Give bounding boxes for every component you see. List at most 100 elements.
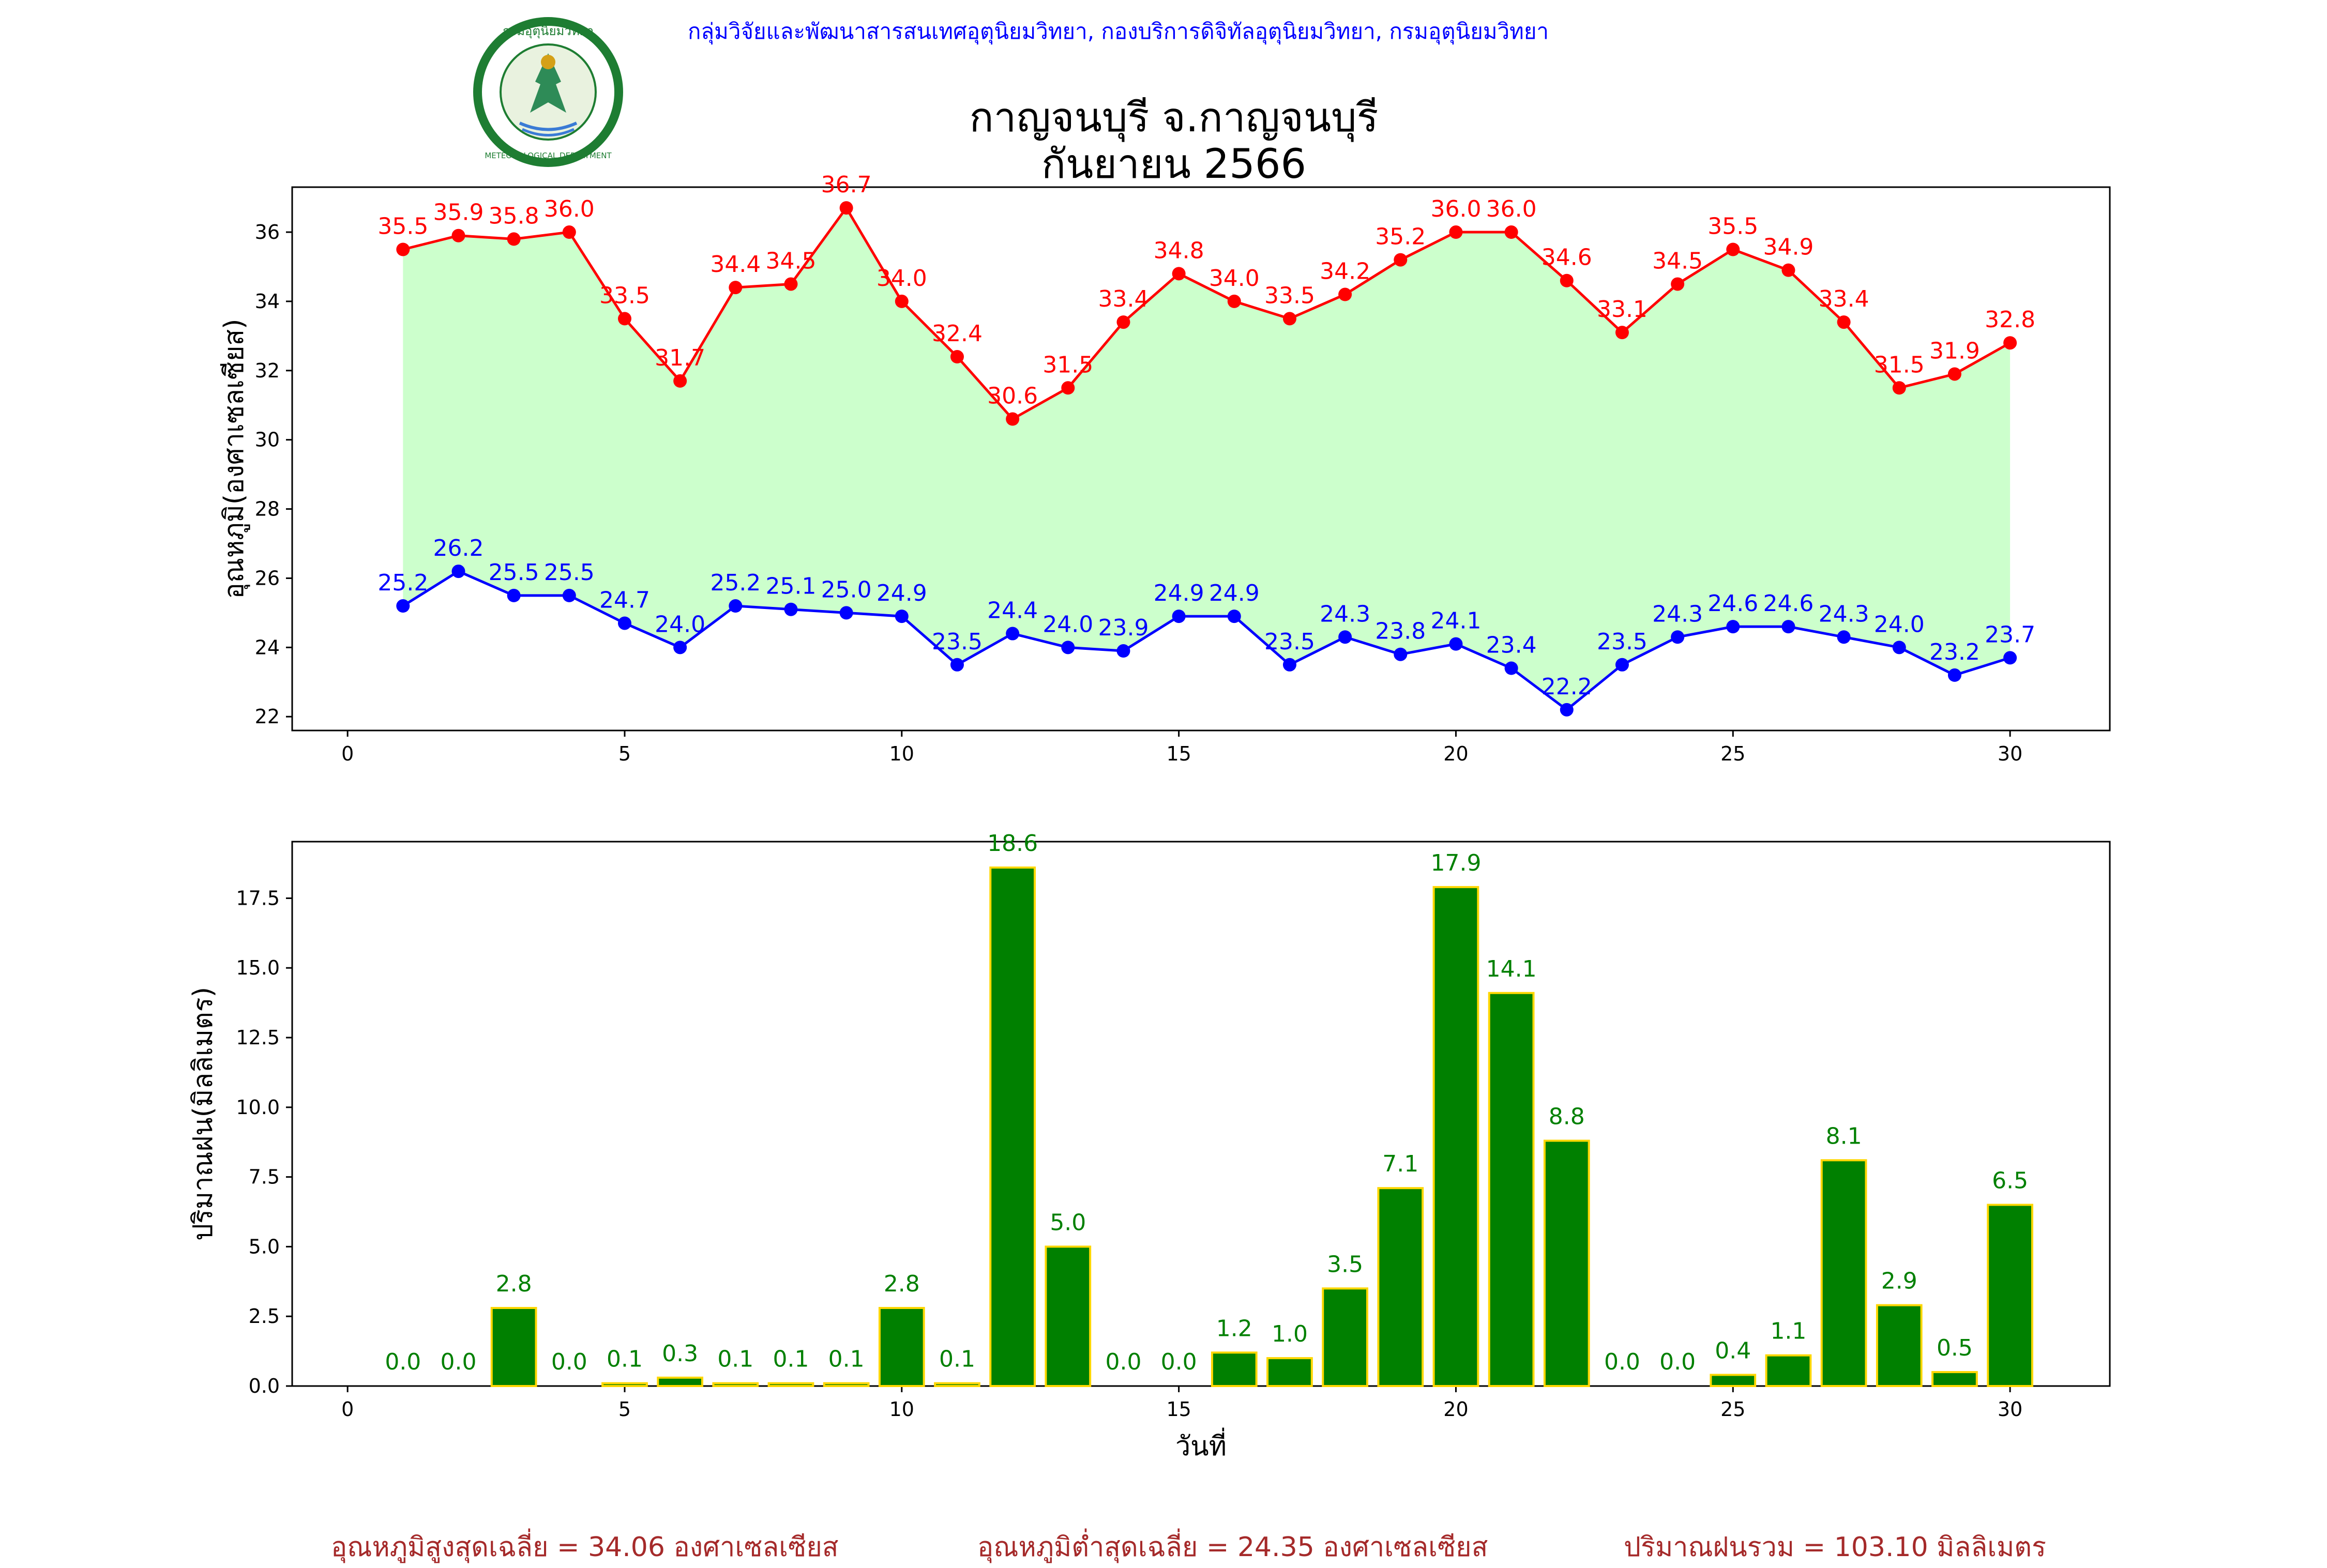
logo-text-bottom: METEOROLOGICAL DEPARTMENT bbox=[485, 151, 612, 160]
data-point-max bbox=[1504, 225, 1518, 239]
data-label-max: 34.0 bbox=[877, 265, 927, 292]
data-point-min bbox=[1116, 644, 1130, 658]
data-label-max: 32.8 bbox=[1985, 307, 2035, 333]
data-label-min: 24.0 bbox=[1874, 611, 1925, 637]
y-tick-label: 12.5 bbox=[236, 1026, 280, 1049]
data-label-max: 34.5 bbox=[765, 248, 816, 274]
rain-bar-label: 0.0 bbox=[1105, 1349, 1141, 1375]
data-point-min bbox=[1671, 630, 1685, 644]
rain-bar-label: 0.1 bbox=[607, 1346, 643, 1373]
rain-bar bbox=[1432, 886, 1479, 1387]
rain-bar-label: 0.1 bbox=[828, 1346, 865, 1373]
data-label-min: 24.3 bbox=[1652, 601, 1703, 627]
data-label-min: 25.2 bbox=[377, 570, 428, 596]
data-label-min: 23.9 bbox=[1098, 615, 1149, 641]
footer-avg-max: อุณหภูมิสูงสุดเฉลี่ย = 34.06 องศาเซลเซีย… bbox=[331, 1532, 839, 1563]
rain-bar bbox=[1488, 992, 1535, 1387]
y-tick-label: 5.0 bbox=[249, 1235, 280, 1258]
data-label-max: 34.6 bbox=[1542, 245, 1592, 271]
data-label-max: 34.0 bbox=[1209, 265, 1260, 292]
rain-bar bbox=[823, 1382, 870, 1388]
rain-bar-label: 17.9 bbox=[1430, 850, 1481, 876]
header-organization: กลุ่มวิจัยและพัฒนาสารสนเทศอุตุนิยมวิทยา,… bbox=[688, 19, 1549, 44]
data-point-min bbox=[1781, 620, 1795, 634]
rain-bar-label: 0.1 bbox=[939, 1346, 975, 1373]
data-label-max: 31.5 bbox=[1874, 352, 1925, 378]
rain-bar-label: 5.0 bbox=[1050, 1209, 1086, 1236]
data-point-min bbox=[617, 616, 631, 630]
plot-frame bbox=[291, 186, 2111, 732]
data-point-max bbox=[1394, 253, 1408, 267]
y-tick-label: 7.5 bbox=[249, 1166, 280, 1189]
rain-bar-label: 1.2 bbox=[1216, 1315, 1252, 1342]
x-tick-label: 20 bbox=[1443, 742, 1468, 765]
rain-bar-label: 0.0 bbox=[385, 1349, 421, 1375]
data-label-min: 24.1 bbox=[1430, 608, 1481, 634]
rain-bar-label: 0.3 bbox=[662, 1341, 698, 1367]
y-tick-label: 28 bbox=[255, 498, 280, 521]
y-tick-label: 22 bbox=[255, 705, 280, 728]
data-point-min bbox=[1061, 641, 1075, 654]
data-label-max: 33.5 bbox=[599, 282, 650, 309]
data-point-max bbox=[562, 225, 576, 239]
data-point-max bbox=[729, 281, 743, 295]
data-label-max: 31.5 bbox=[1042, 352, 1093, 378]
chart-title-period: กันยายน 2566 bbox=[1041, 141, 1307, 188]
series-line-min bbox=[402, 570, 2011, 712]
rain-bar-label: 2.8 bbox=[884, 1271, 920, 1297]
data-label-max: 33.4 bbox=[1098, 286, 1149, 312]
data-label-min: 25.5 bbox=[544, 559, 595, 586]
footer-rain-total: ปริมาณฝนรวม = 103.10 มิลลิเมตร bbox=[1624, 1532, 2046, 1563]
x-tick-label: 0 bbox=[341, 742, 354, 765]
data-point-max bbox=[1615, 326, 1629, 340]
data-label-max: 36.0 bbox=[544, 196, 595, 222]
data-label-min: 23.8 bbox=[1375, 618, 1426, 645]
data-label-max: 35.5 bbox=[377, 213, 428, 239]
rain-bar-label: 0.1 bbox=[717, 1346, 753, 1373]
data-label-min: 23.5 bbox=[1597, 629, 1648, 655]
data-label-max: 34.5 bbox=[1652, 248, 1703, 274]
data-point-max bbox=[1338, 287, 1352, 301]
data-point-max bbox=[507, 232, 521, 246]
data-point-min bbox=[1282, 658, 1296, 672]
data-point-max bbox=[1227, 294, 1241, 308]
data-point-min bbox=[1837, 630, 1851, 644]
data-label-min: 24.3 bbox=[1819, 601, 1869, 627]
rain-bar bbox=[1765, 1354, 1812, 1387]
data-label-max: 32.4 bbox=[932, 321, 983, 347]
rain-bar bbox=[1876, 1304, 1923, 1388]
rain-bar bbox=[934, 1382, 980, 1388]
x-tick-label: 30 bbox=[1998, 1398, 2022, 1421]
rain-bar bbox=[1211, 1351, 1258, 1388]
x-tick-label: 10 bbox=[889, 742, 914, 765]
data-label-max: 35.5 bbox=[1708, 213, 1758, 239]
rain-bar-label: 2.9 bbox=[1881, 1268, 1917, 1295]
data-point-min bbox=[1449, 637, 1463, 651]
rain-bar bbox=[1710, 1374, 1757, 1387]
y-tick-label: 0.0 bbox=[249, 1375, 280, 1397]
data-point-max bbox=[1671, 277, 1685, 291]
y-tick-label: 36 bbox=[255, 221, 280, 243]
data-point-max bbox=[1282, 312, 1296, 326]
rain-bar bbox=[712, 1382, 759, 1388]
rain-bar-label: 8.8 bbox=[1549, 1104, 1585, 1130]
data-label-min: 24.6 bbox=[1708, 590, 1758, 617]
x-axis-label-day: วันที่ bbox=[1175, 1427, 1227, 1462]
data-point-max bbox=[673, 374, 687, 388]
data-point-min bbox=[895, 610, 909, 623]
data-label-min: 24.0 bbox=[655, 611, 705, 637]
data-point-min bbox=[562, 588, 576, 602]
data-point-min bbox=[1504, 661, 1518, 675]
data-label-max: 34.4 bbox=[710, 251, 761, 278]
rain-bar-label: 0.0 bbox=[551, 1349, 587, 1375]
rain-bar-label: 0.4 bbox=[1715, 1337, 1751, 1364]
x-tick-label: 25 bbox=[1720, 742, 1745, 765]
data-label-max: 34.8 bbox=[1154, 237, 1204, 264]
data-point-max bbox=[1837, 315, 1851, 329]
rain-bar bbox=[878, 1307, 925, 1387]
rain-bar-label: 14.1 bbox=[1486, 956, 1537, 982]
data-label-min: 25.0 bbox=[821, 576, 872, 603]
data-point-min bbox=[839, 606, 853, 620]
rain-bar-label: 2.8 bbox=[496, 1271, 532, 1297]
data-label-max: 31.7 bbox=[655, 345, 705, 371]
